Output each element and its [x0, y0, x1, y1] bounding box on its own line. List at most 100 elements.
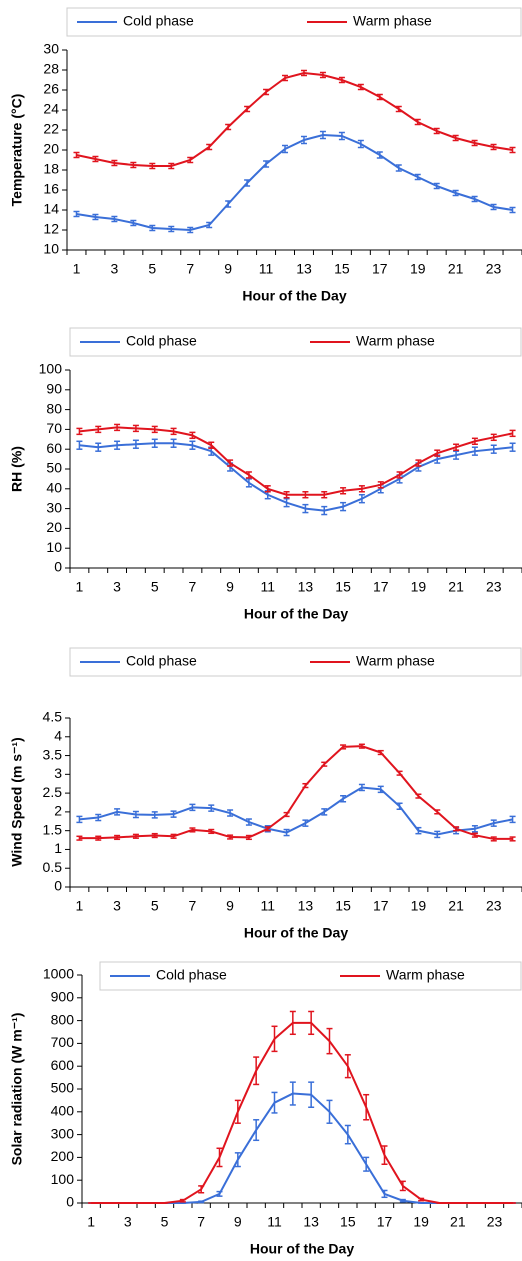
error-bar [271, 1025, 278, 1053]
error-bar [245, 834, 252, 841]
error-bar [338, 131, 345, 141]
error-bar [490, 819, 497, 827]
error-bar [300, 135, 307, 145]
y-tick-label: 24 [43, 101, 59, 117]
y-tick-label: 2 [54, 803, 62, 819]
error-bar [227, 809, 234, 817]
error-bar [321, 491, 328, 499]
y-tick-label: 18 [43, 161, 59, 177]
error-bar [308, 1010, 315, 1036]
legend-box [69, 647, 522, 677]
error-bar [130, 161, 137, 169]
x-tick-label: 19 [410, 261, 426, 277]
y-tick-label: 0 [66, 1194, 74, 1210]
error-bar [490, 143, 497, 151]
error-bar [399, 1198, 406, 1203]
error-bar [187, 226, 194, 234]
error-bar [282, 144, 289, 154]
y-tick-label: 90 [46, 381, 62, 397]
error-bar [114, 440, 121, 450]
error-bar [302, 819, 309, 827]
error-bar [319, 130, 326, 140]
error-bar [151, 811, 158, 819]
error-bar [358, 493, 365, 504]
x-tick-label: 21 [448, 261, 464, 277]
x-tick-label: 13 [298, 579, 314, 595]
error-bar [415, 826, 422, 835]
error-bar [283, 497, 290, 508]
error-bar [170, 833, 177, 839]
error-bar [245, 471, 252, 479]
y-tick-label: 4.5 [43, 709, 63, 725]
y-tick-label: 28 [43, 61, 59, 77]
x-tick-label: 21 [448, 898, 464, 914]
error-bar [396, 802, 403, 811]
x-tick-label: 17 [377, 1214, 393, 1230]
x-tick-label: 3 [124, 1214, 132, 1230]
error-bar [433, 127, 440, 135]
x-tick-label: 1 [87, 1214, 95, 1230]
error-bar [189, 803, 196, 812]
error-bar [149, 224, 156, 232]
error-bar [206, 143, 213, 151]
y-tick-label: 70 [46, 420, 62, 436]
error-bar [264, 826, 271, 832]
x-tick-label: 19 [411, 898, 427, 914]
error-bar [326, 1027, 333, 1055]
error-bar [187, 156, 194, 164]
error-bar [225, 200, 232, 208]
error-bar [234, 1099, 241, 1124]
error-bar [490, 836, 497, 842]
error-bar [208, 828, 215, 835]
error-bar [471, 446, 478, 456]
error-bar [289, 1081, 296, 1106]
error-bar [434, 830, 441, 839]
error-bar [253, 1119, 260, 1142]
legend-label: Warm phase [356, 333, 435, 349]
error-bar [132, 424, 139, 433]
error-bar [381, 1145, 388, 1165]
legend-label: Warm phase [353, 13, 432, 29]
error-bar [509, 442, 516, 452]
panel: Cold phase Warm phase 0 100 200 300 400 500 600 7… [9, 961, 522, 1257]
x-tick-label: 7 [197, 1214, 205, 1230]
error-bar [358, 485, 365, 493]
x-tick-label: 1 [76, 898, 84, 914]
x-tick-label: 23 [486, 898, 502, 914]
error-bar [76, 427, 83, 436]
x-tick-label: 1 [73, 261, 81, 277]
y-tick-label: 20 [46, 519, 62, 535]
y-tick-label: 10 [46, 539, 62, 555]
y-tick-label: 80 [46, 400, 62, 416]
error-bar [358, 783, 365, 792]
x-tick-label: 15 [335, 898, 351, 914]
error-bar [216, 1147, 223, 1168]
error-bar [357, 83, 364, 91]
series-line [91, 1092, 513, 1204]
legend-label: Cold phase [156, 967, 227, 983]
x-tick-label: 21 [450, 1214, 466, 1230]
x-tick-label: 7 [189, 898, 197, 914]
series-line [76, 133, 513, 232]
error-bar [377, 785, 384, 794]
x-axis-title: Hour of the Day [244, 606, 348, 622]
error-bar [264, 485, 271, 493]
series-line [79, 426, 513, 496]
error-bar [111, 215, 118, 223]
y-tick-label: 16 [43, 181, 59, 197]
error-bar [302, 503, 309, 514]
error-bar [76, 835, 83, 841]
y-tick-label: 14 [43, 201, 59, 217]
error-bar [452, 134, 459, 142]
y-tick-label: 800 [51, 1011, 75, 1027]
error-bar [509, 836, 516, 842]
series-line [79, 786, 513, 836]
y-tick-label: 3.5 [43, 746, 63, 762]
error-bar [471, 825, 478, 833]
error-bar [396, 471, 403, 479]
x-axis-title: Hour of the Day [242, 288, 346, 304]
error-bar [95, 425, 102, 434]
x-tick-label: 3 [113, 898, 121, 914]
legend-label: Cold phase [123, 13, 194, 29]
y-tick-label: 3 [54, 765, 62, 781]
